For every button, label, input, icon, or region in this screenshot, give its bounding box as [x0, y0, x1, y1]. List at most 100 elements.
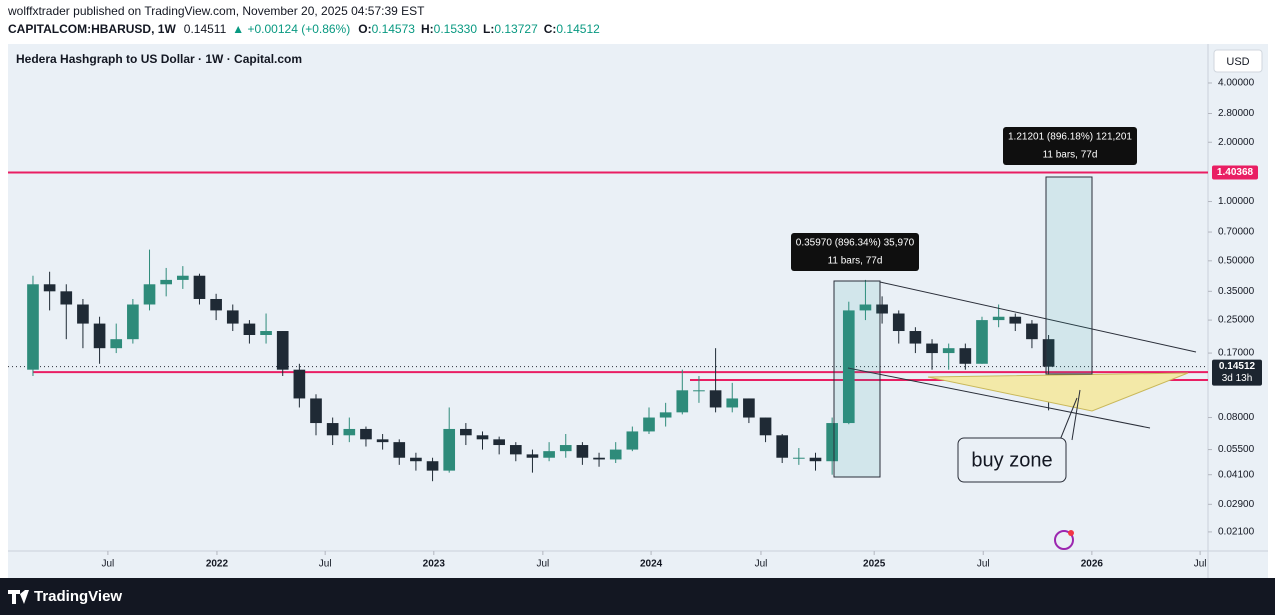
x-tick-label: 2023 [423, 559, 446, 570]
candle-body [410, 457, 422, 462]
brand: TradingView [34, 588, 122, 605]
ohlc-value: 0.14573 [372, 22, 416, 36]
candle-body [176, 275, 189, 280]
axes: 4.00000 2.80000 2.00000 1.00000 0.70000 0.500… [101, 78, 1262, 570]
candle-body [759, 417, 772, 436]
symbol-line: CAPITALCOM:HBARUSD, 1W 0.14511 ▲ +0.00124 … [8, 22, 600, 36]
measure-label-box [791, 233, 919, 271]
measure-2: 1.21201 (896.18%) 121,201 11 bars, 77d [1003, 127, 1137, 375]
ohlc-label: O: [358, 22, 371, 36]
candle-body [243, 323, 256, 336]
candle-body [593, 457, 605, 460]
y-tick-label: 1.00000 [1218, 196, 1255, 207]
trendline [879, 281, 1197, 353]
candle-body [143, 284, 156, 305]
candle-body [726, 398, 739, 408]
measure-box [1045, 176, 1093, 375]
x-tick-label: 2024 [640, 559, 663, 570]
x-tick-label: Jul [755, 559, 768, 570]
y-tick-label: 0.17000 [1218, 348, 1255, 359]
candle-body [859, 304, 872, 311]
y-tick-label: 0.02900 [1218, 499, 1255, 510]
y-tick-label: 0.05500 [1218, 444, 1255, 455]
trendlines: buy zone [847, 281, 1197, 483]
candle-body [210, 298, 222, 311]
candle-body [892, 313, 905, 332]
candle-body [110, 339, 123, 349]
y-tick-label: 0.08000 [1218, 412, 1255, 423]
candle-body [493, 439, 505, 446]
trendline [847, 367, 1151, 429]
ohlc-value: 0.15330 [434, 22, 478, 36]
measure-box [833, 280, 881, 478]
measure-label: 11 bars, 77d [828, 256, 883, 267]
candle-body [526, 454, 539, 458]
candle-body [826, 423, 838, 462]
candle-body [876, 304, 888, 314]
candle-body [1026, 323, 1038, 340]
candle-body [293, 369, 306, 399]
x-tick-label: Jul [1194, 559, 1207, 570]
candle-body [676, 390, 689, 413]
y-tick-label: 2.00000 [1218, 137, 1255, 148]
event-dot [1068, 530, 1074, 536]
last-price-badge [1212, 359, 1262, 386]
candle-body [659, 412, 672, 418]
candle-body [1009, 316, 1022, 324]
candle-body [93, 323, 106, 349]
candle-body [693, 390, 705, 392]
ohlc-label: H: [421, 22, 434, 36]
candle-body [77, 304, 89, 324]
candle-body [509, 445, 522, 455]
y-tick-label: 0.70000 [1218, 227, 1255, 238]
x-tick-label: 2026 [1081, 559, 1104, 570]
y-tick-label: 0.04100 [1218, 469, 1255, 480]
candle-body [842, 310, 855, 424]
candle-body [460, 428, 472, 436]
x-tick-label: Jul [977, 559, 990, 570]
candle-body [609, 449, 622, 460]
candle-body [543, 451, 555, 458]
candle-body [160, 279, 172, 285]
event-icon[interactable] [1054, 530, 1074, 550]
callout-pointer [1071, 389, 1081, 441]
x-tick-label: Jul [101, 559, 114, 570]
candle-body [376, 439, 389, 443]
candle-body [343, 428, 356, 436]
candle-body [393, 442, 406, 458]
price-line-label: 1.40368 [1217, 167, 1254, 178]
candle-body [909, 331, 922, 344]
y-tick-label: 4.00000 [1218, 78, 1255, 89]
y-tick-label: 0.02100 [1218, 527, 1255, 538]
candle-body [127, 304, 139, 340]
currency[interactable]: USD [1226, 56, 1249, 68]
candle-body [776, 435, 789, 458]
callout-pointer [1059, 397, 1078, 441]
measure-label: 0.35970 (896.34%) 35,970 [796, 238, 915, 249]
byline: wolffxtrader published on TradingView.co… [7, 4, 425, 18]
callout-text: buy zone [971, 449, 1052, 471]
y-tick-label: 0.50000 [1218, 255, 1255, 266]
candle-body [193, 275, 206, 299]
candle-body [260, 331, 272, 336]
candle-body [276, 331, 289, 370]
symbol: CAPITALCOM:HBARUSD, 1W [8, 22, 176, 36]
candle-body [643, 417, 655, 432]
x-tick-label: 2022 [206, 559, 229, 570]
last: 0.14511 [184, 22, 227, 36]
y-tick-label: 0.35000 [1218, 286, 1255, 297]
currency-button[interactable] [1213, 49, 1263, 73]
candle-body [576, 445, 589, 458]
candle-body [959, 348, 972, 364]
candle-body [443, 428, 456, 471]
y-tick-label: 0.25000 [1218, 315, 1255, 326]
candle-body [310, 398, 322, 424]
x-tick-label: 2025 [863, 559, 886, 570]
y-tick-label: 2.80000 [1218, 108, 1255, 119]
candle-body [426, 461, 439, 471]
candle-body [743, 398, 755, 418]
brand-logo [8, 590, 29, 604]
ohlc-value: 0.14512 [556, 22, 600, 36]
candle-body [992, 316, 1005, 321]
callout-box [957, 437, 1067, 483]
